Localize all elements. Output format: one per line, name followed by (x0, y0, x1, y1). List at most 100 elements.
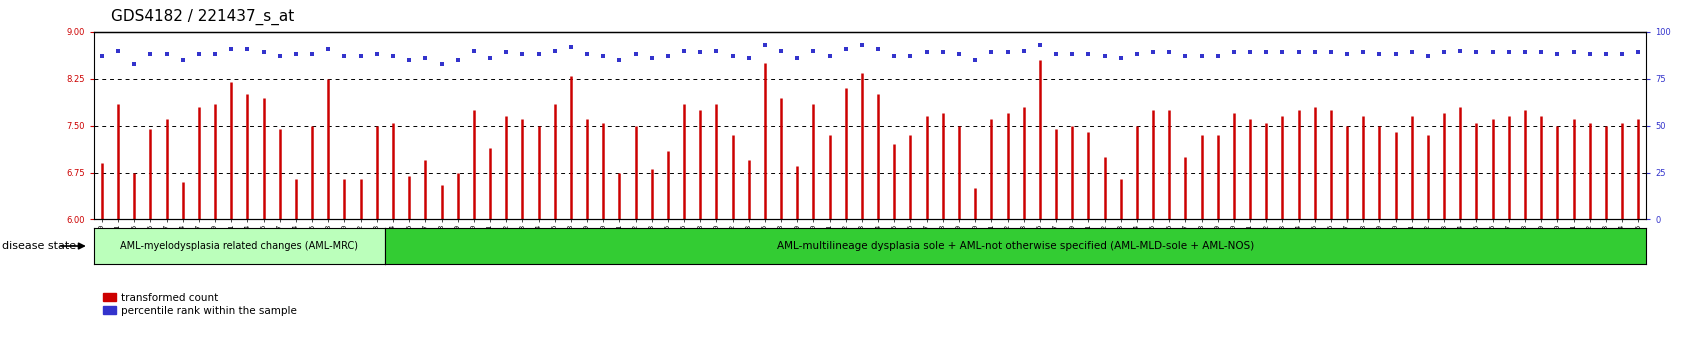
Point (1284, 50, 1311, 55)
Point (1154, 50, 1182, 55)
Point (314, 46, 341, 52)
Point (605, 57, 633, 63)
Point (1204, 53, 1231, 59)
Point (994, 50, 1021, 55)
Point (1122, 52, 1149, 57)
Point (121, 61, 148, 67)
Point (1349, 50, 1376, 55)
Point (1269, 50, 1296, 55)
Point (767, 48, 795, 53)
Point (977, 50, 1004, 55)
Point (1591, 52, 1618, 57)
Point (251, 50, 278, 55)
Point (962, 57, 989, 63)
Point (331, 53, 358, 59)
Text: AML-multilineage dysplasia sole + AML-not otherwise specified (AML-MLD-sole + AM: AML-multilineage dysplasia sole + AML-no… (776, 241, 1253, 251)
Point (508, 52, 535, 57)
Point (783, 55, 810, 61)
Point (1187, 53, 1214, 59)
Legend: transformed count, percentile rank within the sample: transformed count, percentile rank withi… (99, 289, 300, 320)
Point (1333, 52, 1361, 57)
Point (201, 52, 228, 57)
Point (298, 52, 326, 57)
Point (912, 50, 939, 55)
Point (1219, 50, 1246, 55)
Point (493, 50, 520, 55)
Point (945, 52, 972, 57)
Point (897, 53, 924, 59)
Point (622, 52, 650, 57)
Point (1171, 53, 1199, 59)
Point (1543, 52, 1570, 57)
Point (1251, 50, 1279, 55)
Point (89, 53, 116, 59)
Point (460, 48, 488, 53)
Point (1478, 50, 1506, 55)
Point (379, 53, 406, 59)
Point (590, 53, 617, 59)
Point (718, 53, 745, 59)
Point (186, 52, 213, 57)
Text: AML-myelodysplasia related changes (AML-MRC): AML-myelodysplasia related changes (AML-… (121, 241, 358, 251)
Point (1057, 52, 1084, 57)
Point (1446, 48, 1473, 53)
Point (1461, 50, 1488, 55)
Point (363, 52, 390, 57)
Point (411, 55, 438, 61)
Point (443, 57, 471, 63)
Point (735, 55, 762, 61)
Point (702, 48, 730, 53)
Point (1301, 50, 1328, 55)
Point (396, 57, 423, 63)
Point (1366, 52, 1393, 57)
Point (1009, 48, 1037, 53)
Text: GDS4182 / 221437_s_at: GDS4182 / 221437_s_at (111, 8, 293, 25)
Text: disease state: disease state (2, 241, 75, 251)
Point (1381, 52, 1408, 57)
Point (1139, 50, 1166, 55)
Point (1042, 52, 1069, 57)
Point (1398, 50, 1425, 55)
Point (1089, 53, 1117, 59)
Point (1526, 50, 1553, 55)
Point (346, 53, 373, 59)
Point (1413, 53, 1441, 59)
Point (1316, 50, 1344, 55)
Point (670, 48, 697, 53)
Point (847, 42, 875, 48)
Point (750, 42, 777, 48)
Point (1026, 42, 1054, 48)
Point (169, 57, 196, 63)
Point (1074, 52, 1101, 57)
Point (540, 48, 568, 53)
Point (136, 52, 164, 57)
Point (1107, 55, 1134, 61)
Point (832, 46, 859, 52)
Point (1494, 50, 1521, 55)
Point (153, 52, 181, 57)
Point (218, 46, 246, 52)
Point (1236, 50, 1263, 55)
Point (104, 48, 131, 53)
Point (234, 46, 261, 52)
Point (573, 52, 600, 57)
Point (266, 53, 293, 59)
Point (1623, 50, 1650, 55)
Point (1511, 50, 1538, 55)
Point (800, 48, 827, 53)
Point (281, 52, 309, 57)
Point (558, 44, 585, 50)
Point (880, 53, 907, 59)
Point (1558, 50, 1586, 55)
Point (476, 55, 503, 61)
Point (1430, 50, 1458, 55)
Point (864, 46, 892, 52)
Point (638, 55, 665, 61)
Point (815, 53, 842, 59)
Point (929, 50, 957, 55)
Point (655, 53, 682, 59)
Point (685, 50, 713, 55)
Point (525, 52, 552, 57)
Point (428, 61, 455, 67)
Point (1575, 52, 1603, 57)
